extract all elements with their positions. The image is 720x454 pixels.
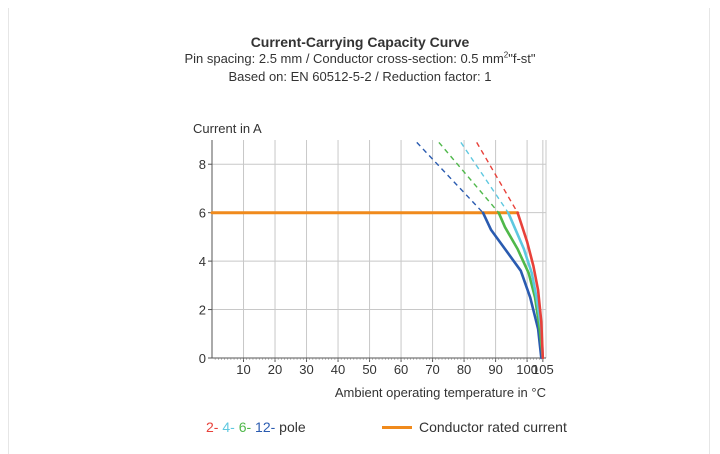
legend-2-pole: 2-: [206, 419, 219, 435]
legend-rated-label: Conductor rated current: [419, 419, 567, 435]
legend-6-pole: 6-: [238, 419, 252, 435]
series-p12-extrapolation: [416, 141, 484, 214]
series-p6-line: [497, 211, 545, 360]
x-tick-label-105: 105: [532, 362, 554, 377]
x-tick-label-60: 60: [394, 362, 408, 377]
chart-axes: [208, 140, 546, 362]
chart-subtitle-2: Based on: EN 60512-5-2 / Reduction facto…: [228, 69, 492, 84]
x-tick-label-30: 30: [299, 362, 313, 377]
x-tick-label-20: 20: [268, 362, 282, 377]
y-axis-label: Current in A: [193, 121, 262, 136]
y-tick-label-4: 4: [199, 254, 206, 269]
legend-4-pole: 4-: [222, 419, 235, 435]
series-p2-extrapolation: [476, 142, 519, 214]
series-p2-line: [516, 211, 545, 360]
legend-pole-count: 2- 4- 6- 12- pole: [206, 419, 306, 435]
chart-title: Current-Carrying Capacity Curve: [250, 34, 470, 50]
y-tick-label-2: 2: [199, 303, 206, 318]
x-tick-label-90: 90: [488, 362, 502, 377]
x-tick-label-40: 40: [331, 362, 345, 377]
subtitle-1-suffix: "f-st": [508, 51, 536, 66]
subtitle-1-superscript: 2: [503, 50, 509, 60]
legend-rated-swatch: [382, 425, 412, 429]
y-tick-label-6: 6: [199, 206, 206, 221]
chart-series: [210, 141, 545, 360]
x-tick-label-80: 80: [457, 362, 471, 377]
y-tick-label-8: 8: [199, 157, 206, 172]
x-tick-label-10: 10: [236, 362, 250, 377]
legend-12-pole: 12-: [255, 419, 276, 435]
legend-pole-label: pole: [279, 419, 306, 435]
legend-rated-current: Conductor rated current: [382, 419, 567, 435]
x-tick-label-50: 50: [362, 362, 376, 377]
series-p12-line: [481, 211, 543, 360]
x-tick-label-70: 70: [425, 362, 439, 377]
x-axis-label: Ambient operating temperature in °C: [335, 385, 546, 400]
x-tick-label-100: 100: [516, 362, 538, 377]
chart-subtitle-1: Pin spacing: 2.5 mm / Conductor cross-se…: [0, 51, 720, 66]
series-p6-extrapolation: [438, 141, 500, 214]
chart-card: [8, 8, 710, 454]
chart-grid: [212, 140, 547, 358]
subtitle-1-text: Pin spacing: 2.5 mm / Conductor cross-se…: [184, 51, 504, 66]
y-tick-label-0: 0: [199, 351, 206, 366]
